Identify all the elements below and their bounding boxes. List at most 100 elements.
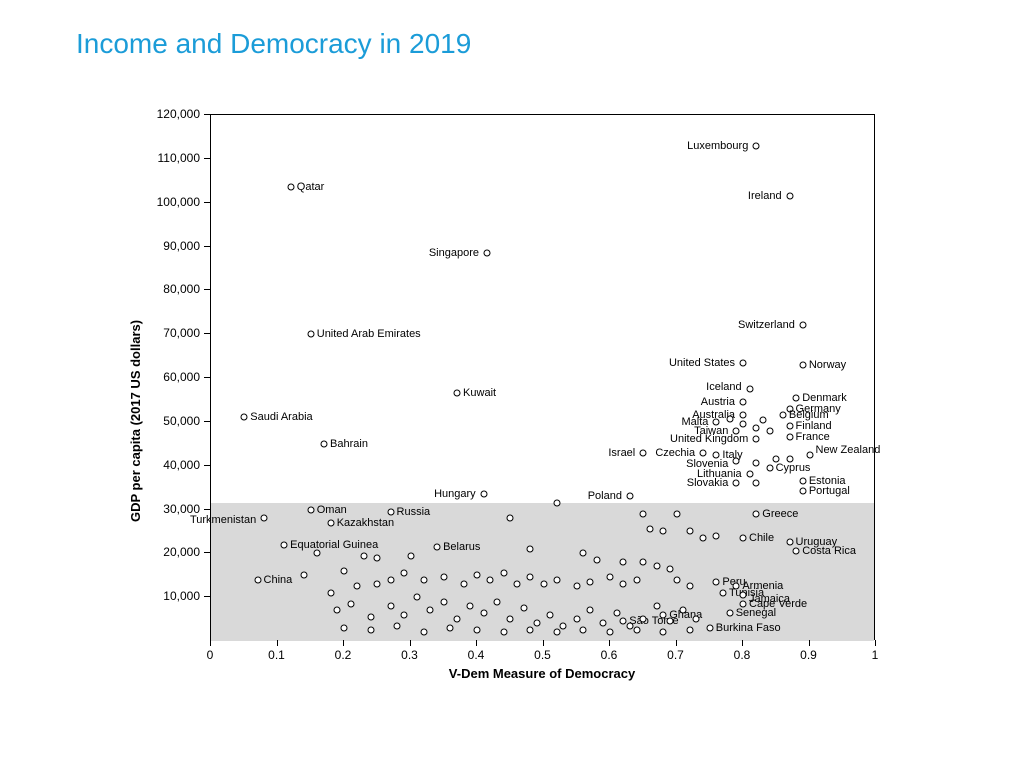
data-point [507, 515, 514, 522]
data-point [753, 510, 760, 517]
data-point [454, 616, 461, 623]
data-point [367, 613, 374, 620]
data-point [607, 629, 614, 636]
y-tick-label: 50,000 [145, 414, 200, 428]
data-point [261, 515, 268, 522]
data-point [673, 510, 680, 517]
y-tick [204, 158, 210, 159]
data-point [580, 627, 587, 634]
data-point-label: Portugal [809, 485, 850, 497]
y-tick [204, 114, 210, 115]
data-point [341, 624, 348, 631]
data-point [666, 618, 673, 625]
data-point [254, 576, 261, 583]
data-point [474, 627, 481, 634]
data-point [460, 581, 467, 588]
data-point [560, 622, 567, 629]
y-tick [204, 202, 210, 203]
x-tick [343, 640, 344, 646]
y-tick [204, 552, 210, 553]
y-tick-label: 10,000 [145, 589, 200, 603]
data-point [779, 412, 786, 419]
data-point-label: Equatorial Guinea [290, 539, 378, 551]
data-point-label: Belarus [443, 541, 480, 553]
data-point-label: Kuwait [463, 387, 496, 399]
data-point [287, 184, 294, 191]
data-point [806, 451, 813, 458]
data-point [281, 541, 288, 548]
data-point [740, 534, 747, 541]
data-point [793, 394, 800, 401]
data-point [620, 559, 627, 566]
x-tick [609, 640, 610, 646]
data-point-label: Luxembourg [687, 140, 748, 152]
x-tick-label: 0.2 [335, 648, 352, 662]
plot-area: LuxembourgQatarIrelandSingaporeSwitzerla… [210, 114, 875, 640]
data-point-label: Ireland [748, 190, 782, 202]
x-tick-label: 0.6 [601, 648, 618, 662]
data-point [301, 572, 308, 579]
data-point-label: Qatar [297, 181, 325, 193]
data-point [766, 464, 773, 471]
data-point [500, 629, 507, 636]
data-point [626, 493, 633, 500]
data-point [666, 565, 673, 572]
data-point [686, 583, 693, 590]
data-point [527, 574, 534, 581]
data-point [607, 574, 614, 581]
x-tick-label: 1 [872, 648, 879, 662]
data-point-label: Switzerland [738, 319, 795, 331]
data-point [327, 519, 334, 526]
y-tick [204, 596, 210, 597]
data-point-label: Hungary [434, 488, 476, 500]
y-tick [204, 377, 210, 378]
data-point [547, 611, 554, 618]
x-tick [809, 640, 810, 646]
data-point-label: Kazakhstan [337, 517, 394, 529]
data-point [500, 570, 507, 577]
gray-band [211, 503, 874, 641]
data-point [640, 559, 647, 566]
data-point-label: United Kingdom [670, 433, 748, 445]
data-point [434, 543, 441, 550]
data-point [587, 578, 594, 585]
data-point-label: Costa Rica [802, 545, 856, 557]
data-point-label: Austria [701, 396, 735, 408]
data-point [447, 624, 454, 631]
x-tick [476, 640, 477, 646]
x-tick [543, 640, 544, 646]
data-point [786, 539, 793, 546]
data-point [686, 627, 693, 634]
data-point [799, 322, 806, 329]
x-tick [742, 640, 743, 646]
data-point [700, 449, 707, 456]
data-point-label: Burkina Faso [716, 622, 781, 634]
data-point [573, 583, 580, 590]
data-point [400, 611, 407, 618]
data-point [374, 581, 381, 588]
data-point [327, 589, 334, 596]
y-tick [204, 509, 210, 510]
data-point [733, 458, 740, 465]
data-point [753, 425, 760, 432]
data-point-label: New Zealand [816, 444, 881, 456]
y-tick-label: 70,000 [145, 326, 200, 340]
data-point [520, 605, 527, 612]
data-point-label: Senegal [736, 607, 776, 619]
data-point [387, 602, 394, 609]
data-point [533, 620, 540, 627]
y-axis-title: GDP per capita (2017 US dollars) [128, 320, 143, 522]
data-point [420, 629, 427, 636]
data-point [733, 480, 740, 487]
y-tick [204, 421, 210, 422]
data-point [706, 624, 713, 631]
y-tick-label: 30,000 [145, 502, 200, 516]
x-tick [277, 640, 278, 646]
y-tick-label: 120,000 [145, 107, 200, 121]
data-point [587, 607, 594, 614]
data-point [713, 451, 720, 458]
x-tick-label: 0.1 [268, 648, 285, 662]
data-point [693, 616, 700, 623]
data-point [646, 526, 653, 533]
y-tick-label: 20,000 [145, 545, 200, 559]
